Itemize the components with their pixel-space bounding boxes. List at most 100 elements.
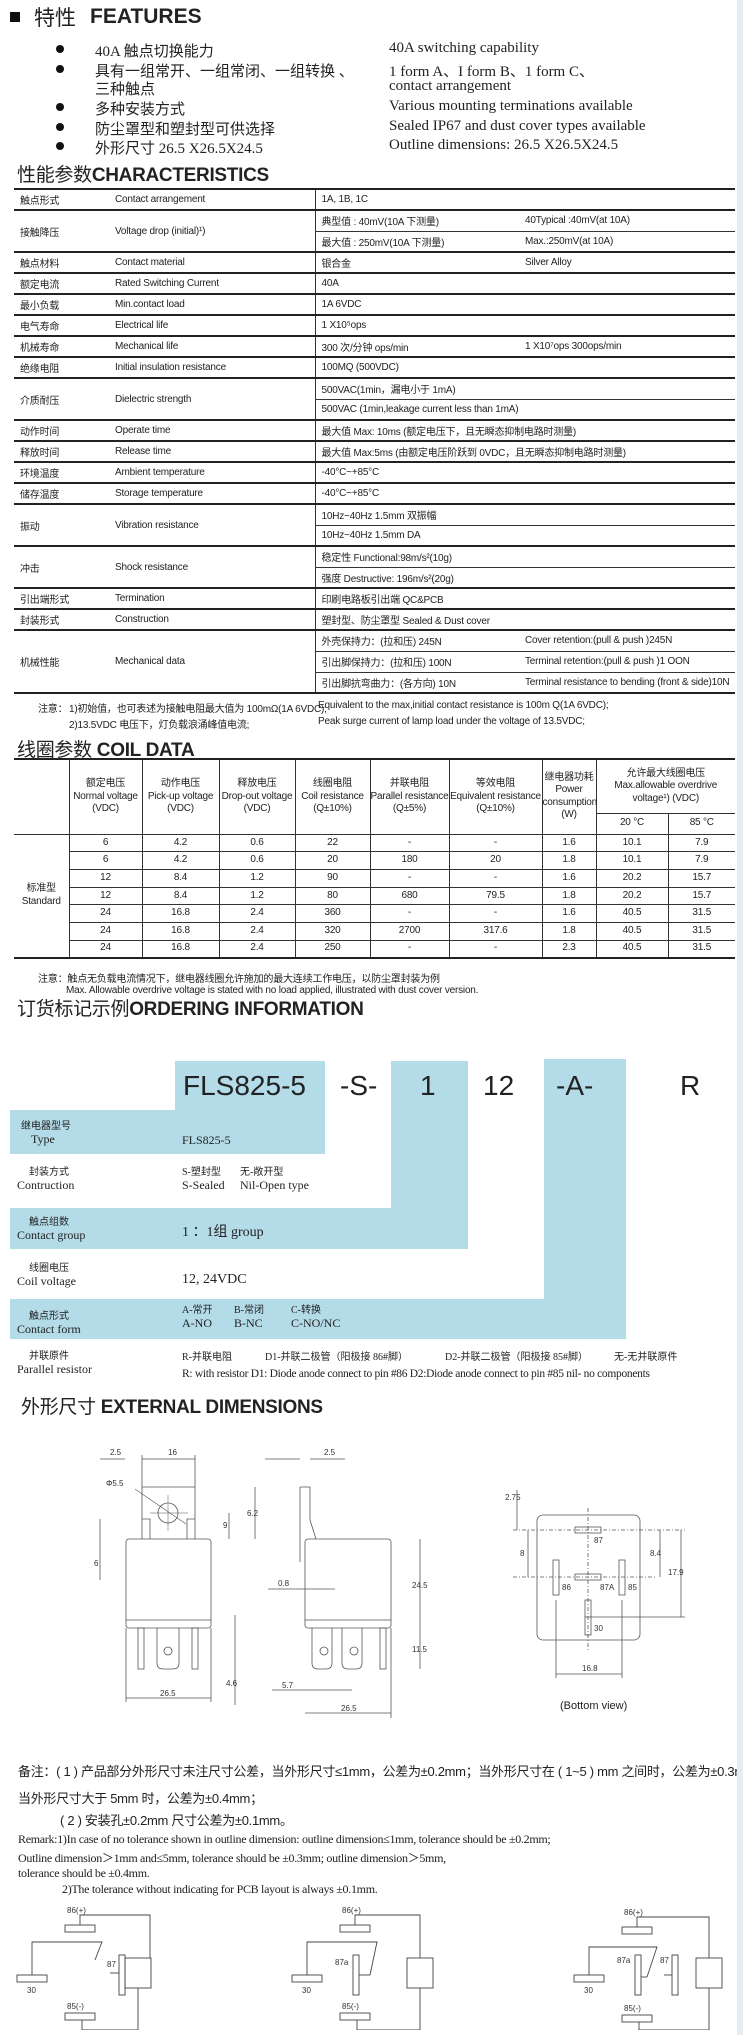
- characteristics-row: 引出脚保持力：(拉和压) 100N Terminal retention:(pul…: [14, 650, 735, 672]
- dim-label: 26.5: [341, 1704, 357, 1713]
- coil-cell: 2.4: [218, 939, 296, 959]
- type-label-cn: 继电器型号: [21, 1121, 71, 1132]
- construction-label: 封装方式 Contruction: [17, 1166, 74, 1192]
- dim-label: 2.5: [110, 1448, 122, 1457]
- header-cn: 释放电压: [237, 778, 277, 789]
- coil-note-cn: 注意：触点无负载电流情况下，继电器线圈允许施加的最大连续工作电压，以防尘罩封装为…: [38, 974, 440, 985]
- coil-cell: 1.6: [541, 868, 597, 888]
- header-cn: 额定电压: [85, 778, 126, 789]
- coil-cell: 10.1: [595, 851, 669, 870]
- header-en: Normal voltage: [73, 790, 138, 802]
- dim-label: 6.2: [247, 1509, 259, 1518]
- feature-en: 40A switching capability: [389, 40, 539, 56]
- characteristics-row: 封装形式 Construction 塑封型、防尘罩型 Sealed & Dust c…: [14, 608, 735, 630]
- coil-cell: 4.2: [141, 851, 220, 870]
- coil-cell: 1.8: [541, 851, 597, 870]
- features-header: 特性 FEATURES: [10, 2, 202, 32]
- param-cn: 引出端形式: [14, 587, 109, 609]
- dim-label: 16.8: [582, 1664, 598, 1673]
- feature-cn: 外形尺寸 26.5 X26.5X24.5: [95, 141, 263, 157]
- coil-cell: 7.9: [667, 833, 735, 853]
- bottom-view-caption: (Bottom view): [560, 1700, 628, 1712]
- coil-cell: -: [369, 939, 450, 959]
- coil-cell: 1.8: [541, 886, 597, 906]
- header-en: Drop-out voltage: [221, 790, 293, 802]
- coil-cell: -: [448, 904, 543, 923]
- characteristics-row: 绝缘电阻 Initial insulation resistance 100MQ (…: [14, 356, 735, 378]
- option-en: Nil-Open type: [240, 1178, 309, 1192]
- parallel-option-d1: D1-并联二极管（阳极接 86#脚）: [265, 1352, 409, 1363]
- param-cn: 环境温度: [14, 461, 109, 483]
- param-en: Storage temperature: [109, 482, 315, 504]
- header-cn: 动作电压: [160, 778, 201, 789]
- features-title-cn: 特性: [34, 7, 76, 30]
- coil-row: 24 16.8 2.4 250- -2.3 40.5 31.5: [14, 939, 735, 959]
- feature-en: 1 form A、I form B、1 form C、: [389, 64, 594, 80]
- characteristics-row: 10Hz~40Hz 1.5mm DA: [14, 524, 735, 546]
- coil-header: 并联电阻 Parallel resistance (Q±5%): [369, 758, 450, 835]
- coil-cell: 16.8: [141, 921, 220, 941]
- param-en: Operate time: [109, 419, 315, 441]
- param-en: Release time: [109, 440, 315, 462]
- param-en: Voltage drop (initial)¹): [109, 209, 315, 252]
- param-value: 100MQ (500VDC): [314, 356, 735, 378]
- header-en: Power consumption: [542, 784, 598, 808]
- param-en: Contact material: [109, 251, 315, 273]
- param-en: Contact arrangement: [109, 188, 315, 210]
- contact-form-label: 触点形式 Contact form: [17, 1310, 81, 1336]
- characteristics-row: 电气寿命 Electrical life 1 X10⁵ops: [14, 314, 735, 336]
- param-value-en: Terminal resistance to bending (front & …: [519, 671, 735, 693]
- coil-cell: 24: [68, 939, 143, 959]
- coil-cell: 2.4: [218, 921, 296, 941]
- dim-label: 26.5: [160, 1689, 176, 1698]
- pin-87a-icon: [574, 1573, 602, 1581]
- coil-cell: 0.6: [218, 851, 296, 870]
- dim-label: 4.6: [226, 1679, 238, 1688]
- parallel-label-en: Parallel resistor: [17, 1362, 92, 1376]
- side-view-drawing: [265, 1458, 421, 1718]
- coil-cell: 15.7: [667, 886, 735, 906]
- coil-data-table: 额定电压 Normal voltage (VDC) 动作电压 Pick-up volta…: [14, 758, 735, 959]
- option-en: C-NO/NC: [291, 1316, 341, 1330]
- param-cn: 封装形式: [14, 608, 109, 630]
- header-en: Max.allowable overdrive voltage¹) (VDC): [614, 780, 718, 804]
- param-value: 1 X10⁵ops: [314, 314, 735, 336]
- scrollbar[interactable]: [737, 0, 743, 2035]
- param-value-cn: 最大值 : 250mV(10A 下测量): [314, 230, 519, 252]
- param-value: 1A, 1B, 1C: [314, 188, 735, 210]
- dimensions-title-cn: 外形尺寸: [21, 1397, 96, 1418]
- contact-group-value: 1 ：1组 group: [182, 1225, 264, 1240]
- circuit-label: 30: [27, 1986, 36, 1995]
- dim-label: 17.9: [668, 1568, 684, 1577]
- remark-en-3: tolerance should be ±0.4mm.: [18, 1866, 150, 1880]
- param-value-cn: 典型值 : 40mV(10A 下测量): [314, 209, 519, 231]
- construction-option-nil: 无-敞开型 Nil-Open type: [240, 1166, 309, 1192]
- pin-86-icon: [552, 1559, 560, 1596]
- remark-en-1: Remark:1)In case of no tolerance shown i…: [18, 1832, 551, 1846]
- feature-en: Sealed IP67 and dust cover types availab…: [389, 118, 646, 134]
- coil-voltage-label: 线圈电压 Coil voltage: [17, 1262, 76, 1288]
- construction-label-en: Contruction: [17, 1178, 75, 1192]
- dim-label: Φ5.5: [106, 1479, 124, 1488]
- coil-cell: 79.5: [448, 886, 543, 906]
- circuit-form-b: 86(+) 30 87a 85(-): [291, 1906, 434, 2030]
- coil-group-label: 标准型 Standard: [14, 833, 70, 959]
- header-en: Equivalent resistance: [450, 790, 541, 802]
- characteristics-row: 触点形式 Contact arrangement 1A, 1B, 1C: [14, 188, 735, 210]
- group-en: Standard: [21, 895, 61, 907]
- characteristics-row: 释放时间 Release time 最大值 Max:5ms (由额定电压阶跃到 0V…: [14, 440, 735, 462]
- coil-cell: 31.5: [667, 939, 735, 959]
- dim-label: 24.5: [412, 1581, 428, 1590]
- param-cn: 触点形式: [14, 188, 109, 210]
- coil-row: 12 8.4 1.2 90- -1.6 20.2 15.7: [14, 868, 735, 888]
- header-unit: (Q±5%): [392, 803, 427, 814]
- coil-cell: -: [369, 868, 450, 888]
- coil-header-row: 额定电压 Normal voltage (VDC) 动作电压 Pick-up volta…: [14, 758, 735, 835]
- feature-en: Outline dimensions: 26.5 X26.5X24.5: [389, 137, 619, 153]
- remark-cn-3: ( 2 ) 安装孔±0.2mm 尺寸公差为±0.1mm。: [60, 1813, 293, 1828]
- ordering-title-cn: 订货标记示例: [17, 999, 130, 1020]
- contact-group-row-bg: [10, 1154, 391, 1208]
- coil-cell: 317.6: [448, 921, 543, 941]
- circuit-label: 87: [660, 1956, 669, 1965]
- param-value: 1A 6VDC: [314, 293, 735, 315]
